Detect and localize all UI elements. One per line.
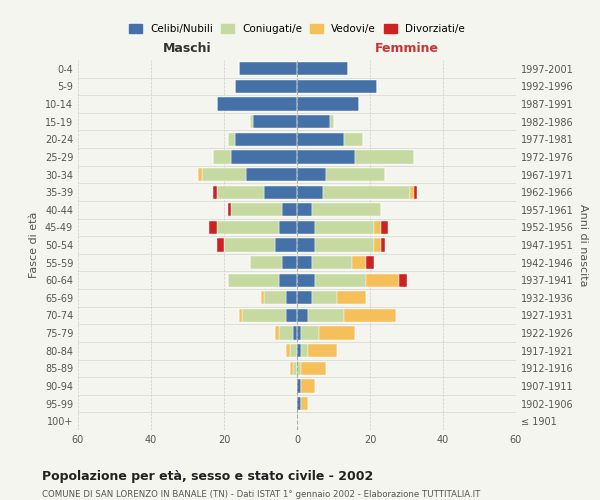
Bar [297, 221, 315, 234]
Bar [217, 98, 297, 110]
Bar [315, 221, 374, 234]
Bar [297, 291, 311, 304]
Y-axis label: Anni di nascita: Anni di nascita [578, 204, 587, 286]
Bar [301, 326, 319, 340]
Text: Maschi: Maschi [163, 42, 212, 54]
Bar [297, 168, 326, 181]
Bar [311, 203, 381, 216]
Bar [414, 186, 418, 198]
Bar [235, 80, 297, 93]
Bar [297, 98, 359, 110]
Bar [297, 380, 301, 392]
Bar [323, 186, 410, 198]
Bar [290, 362, 293, 375]
Bar [410, 186, 414, 198]
Bar [297, 309, 308, 322]
Bar [213, 186, 217, 198]
Bar [301, 397, 308, 410]
Bar [264, 291, 286, 304]
Bar [279, 221, 297, 234]
Bar [199, 168, 202, 181]
Bar [275, 238, 297, 252]
Bar [315, 238, 374, 252]
Bar [297, 62, 348, 76]
Bar [227, 274, 279, 287]
Bar [260, 291, 264, 304]
Bar [286, 309, 297, 322]
Bar [293, 326, 297, 340]
Bar [239, 62, 297, 76]
Bar [381, 221, 388, 234]
Text: Popolazione per età, sesso e stato civile - 2002: Popolazione per età, sesso e stato civil… [42, 470, 373, 483]
Bar [355, 150, 414, 164]
Bar [374, 221, 381, 234]
Bar [224, 238, 275, 252]
Bar [283, 256, 297, 269]
Bar [337, 291, 367, 304]
Text: Femmine: Femmine [374, 42, 439, 54]
Bar [297, 274, 315, 287]
Bar [297, 326, 301, 340]
Bar [297, 397, 301, 410]
Bar [246, 168, 297, 181]
Bar [330, 115, 334, 128]
Bar [279, 274, 297, 287]
Bar [374, 238, 381, 252]
Bar [301, 344, 308, 358]
Bar [264, 186, 297, 198]
Bar [217, 186, 264, 198]
Bar [315, 274, 367, 287]
Bar [297, 344, 301, 358]
Bar [308, 309, 344, 322]
Bar [297, 256, 311, 269]
Bar [279, 326, 293, 340]
Bar [311, 291, 337, 304]
Bar [253, 115, 297, 128]
Bar [217, 221, 279, 234]
Bar [232, 150, 297, 164]
Bar [399, 274, 407, 287]
Bar [319, 326, 355, 340]
Bar [227, 203, 232, 216]
Text: COMUNE DI SAN LORENZO IN BANALE (TN) - Dati ISTAT 1° gennaio 2002 - Elaborazione: COMUNE DI SAN LORENZO IN BANALE (TN) - D… [42, 490, 481, 499]
Bar [239, 309, 242, 322]
Bar [213, 150, 232, 164]
Bar [202, 168, 246, 181]
Bar [297, 238, 315, 252]
Bar [308, 344, 337, 358]
Bar [352, 256, 367, 269]
Bar [297, 203, 311, 216]
Bar [367, 274, 399, 287]
Bar [367, 256, 374, 269]
Bar [297, 80, 377, 93]
Bar [217, 238, 224, 252]
Bar [301, 380, 315, 392]
Bar [250, 256, 283, 269]
Bar [297, 150, 355, 164]
Bar [283, 203, 297, 216]
Legend: Celibi/Nubili, Coniugati/e, Vedovi/e, Divorziati/e: Celibi/Nubili, Coniugati/e, Vedovi/e, Di… [126, 21, 468, 38]
Bar [297, 362, 301, 375]
Bar [297, 132, 344, 146]
Bar [311, 256, 352, 269]
Bar [286, 291, 297, 304]
Bar [227, 132, 235, 146]
Bar [232, 203, 283, 216]
Bar [381, 238, 385, 252]
Bar [242, 309, 286, 322]
Bar [293, 362, 297, 375]
Bar [290, 344, 297, 358]
Bar [235, 132, 297, 146]
Bar [344, 309, 395, 322]
Bar [344, 132, 362, 146]
Bar [209, 221, 217, 234]
Bar [301, 362, 326, 375]
Bar [286, 344, 290, 358]
Bar [275, 326, 279, 340]
Bar [297, 115, 330, 128]
Bar [297, 186, 323, 198]
Bar [250, 115, 253, 128]
Bar [326, 168, 385, 181]
Y-axis label: Fasce di età: Fasce di età [29, 212, 39, 278]
